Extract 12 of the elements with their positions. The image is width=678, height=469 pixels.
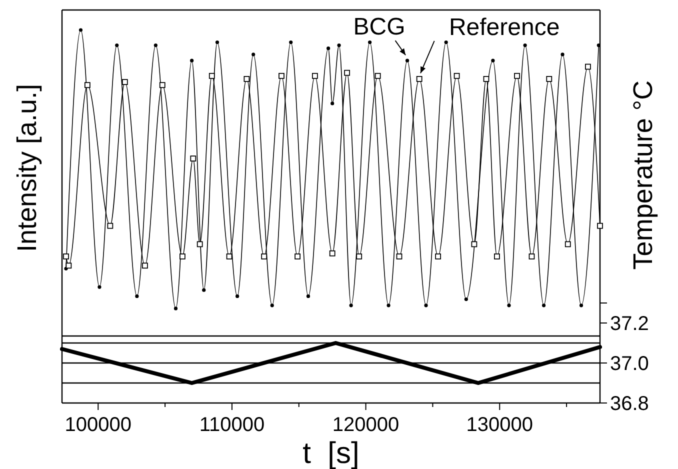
x-tick-label: 100000 (64, 414, 132, 436)
y2-tick-label: 36.8 (610, 393, 649, 415)
y2-axis-title: Temperature °C (628, 80, 658, 270)
x-axis-title: t [s] (302, 437, 360, 469)
series-label: Reference (448, 14, 560, 41)
y2-tick-label: 37.2 (610, 313, 649, 335)
x-tick-label: 130000 (466, 414, 533, 436)
x-tick-label: 120000 (332, 414, 400, 436)
y-axis-title: Intensity [a.u.] (12, 84, 42, 252)
x-tick-label: 110000 (199, 414, 265, 436)
series-label: BCG (353, 14, 406, 41)
y2-tick-label: 37.0 (610, 353, 649, 375)
